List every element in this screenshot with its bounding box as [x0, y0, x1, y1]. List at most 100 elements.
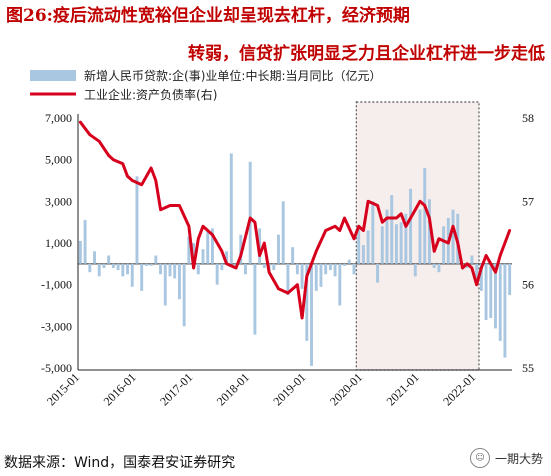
source-note: 数据来源：Wind，国泰君安证券研究 — [4, 455, 236, 471]
bar-2019-05 — [324, 263, 328, 275]
bar-2022-01 — [475, 263, 479, 285]
bar-2020-11 — [409, 188, 413, 264]
bar-2019-01 — [305, 263, 309, 341]
bar-2016-09 — [173, 263, 177, 279]
bar-2020-08 — [394, 224, 398, 264]
bar-2021-05 — [437, 263, 441, 273]
bar-2016-04 — [149, 263, 153, 266]
bar-2018-09 — [286, 263, 290, 296]
y-left-tick-label: -1,000 — [41, 278, 72, 292]
x-tick-label: 2021-01 — [384, 370, 422, 408]
bar-2016-12 — [187, 236, 191, 264]
bar-2022-08 — [508, 263, 512, 296]
bar-2020-04 — [376, 263, 380, 283]
y-right-tick-label: 55 — [522, 361, 534, 375]
bar-2018-06 — [272, 263, 276, 271]
bar-2019-08 — [338, 263, 342, 306]
bar-2016-10 — [177, 263, 181, 300]
x-tick-label: 2017-01 — [157, 370, 195, 408]
bar-2022-06 — [498, 263, 502, 341]
bar-2021-12 — [470, 255, 474, 264]
bar-2021-11 — [465, 263, 469, 268]
y-right-tick-label: 56 — [522, 278, 534, 292]
bar-2019-09 — [343, 263, 346, 266]
wechat-icon: ☺ — [469, 448, 490, 468]
y-left-tick-label: 1,000 — [45, 236, 72, 250]
bar-2016-11 — [182, 263, 186, 327]
legend-label-line: 工业企业:资产负债率(右) — [84, 87, 217, 102]
bar-2017-09 — [229, 153, 233, 264]
bar-2016-05 — [154, 255, 158, 264]
y-left-tick-label: 3,000 — [45, 194, 72, 208]
bar-2020-10 — [404, 213, 408, 264]
x-tick-label: 2018-01 — [214, 370, 252, 408]
bar-2015-11 — [126, 263, 129, 275]
bar-2019-12 — [357, 228, 361, 264]
bar-2017-12 — [244, 263, 247, 275]
bar-2020-06 — [385, 209, 389, 264]
bar-2020-07 — [390, 195, 394, 264]
bar-2017-04 — [206, 230, 210, 264]
bar-2017-08 — [225, 251, 229, 264]
bar-2016-08 — [168, 263, 172, 277]
legend-swatch-bars — [30, 70, 76, 81]
highlight-period — [355, 101, 480, 371]
bar-2015-08 — [111, 263, 115, 268]
bar-2020-02 — [366, 230, 370, 264]
bar-2018-04 — [262, 263, 266, 268]
bar-2015-01 — [78, 240, 82, 264]
bar-2016-07 — [163, 263, 167, 306]
bar-2019-02 — [310, 263, 313, 366]
bar-2016-03 — [144, 263, 148, 266]
bar-2017-06 — [215, 263, 219, 285]
x-tick-label: 2022-01 — [440, 370, 478, 408]
bar-2018-07 — [277, 234, 280, 264]
line-asset-liability-ratio — [78, 120, 512, 320]
bar-2018-08 — [281, 201, 285, 264]
bar-2015-10 — [121, 263, 125, 277]
bar-2022-03 — [484, 263, 488, 321]
chart-title-line-1: 图26:疫后流动性宽裕但企业却呈现去杠杆，经济预期 — [6, 6, 410, 26]
bar-2020-09 — [399, 222, 403, 264]
bar-2017-11 — [239, 234, 243, 264]
bar-2015-02 — [83, 220, 87, 264]
y-left-tick-label: -5,000 — [41, 361, 72, 375]
bar-2018-12 — [300, 263, 304, 289]
bar-2020-03 — [371, 201, 375, 264]
bar-2019-11 — [352, 263, 356, 275]
bar-2017-05 — [210, 228, 214, 264]
bar-2015-12 — [130, 263, 134, 287]
bar-2019-06 — [328, 263, 332, 271]
bar-2015-03 — [88, 263, 92, 273]
x-tick-label: 2015-01 — [44, 370, 82, 408]
x-tick-label: 2020-01 — [327, 370, 365, 408]
bar-2015-06 — [102, 263, 106, 268]
y-right-tick-label: 58 — [522, 111, 534, 125]
bar-2020-05 — [380, 226, 384, 264]
legend-label-bars: 新增人民币贷款:企(事)业单位:中长期:当月同比（亿元） — [84, 68, 382, 83]
watermark-text: 一期大势 — [494, 451, 543, 466]
bar-2018-10 — [291, 247, 295, 264]
y-left-tick-label: 7,000 — [45, 111, 72, 125]
bar-2016-06 — [159, 263, 163, 275]
bar-2016-01 — [135, 176, 139, 264]
bar-2018-11 — [295, 263, 299, 275]
chart-title-line-2: 转弱，信贷扩张明显乏力且企业杠杆进一步走低 — [188, 44, 545, 64]
y-left-tick-label: 5,000 — [45, 153, 72, 167]
bar-2021-08 — [451, 209, 455, 264]
bar-2022-04 — [489, 263, 493, 318]
bar-2020-12 — [413, 263, 417, 277]
bar-2022-02 — [479, 263, 483, 291]
bar-2015-05 — [97, 263, 101, 277]
bar-2019-03 — [314, 263, 318, 291]
y-right-tick-label: 57 — [522, 194, 534, 208]
bar-2022-05 — [494, 263, 497, 329]
bar-2017-03 — [201, 249, 205, 264]
bar-2017-02 — [196, 263, 200, 275]
bar-2019-07 — [333, 263, 337, 277]
bar-2018-02 — [253, 263, 257, 335]
bar-2017-07 — [220, 263, 224, 271]
bar-2015-09 — [116, 263, 120, 271]
bar-2018-01 — [248, 161, 252, 264]
